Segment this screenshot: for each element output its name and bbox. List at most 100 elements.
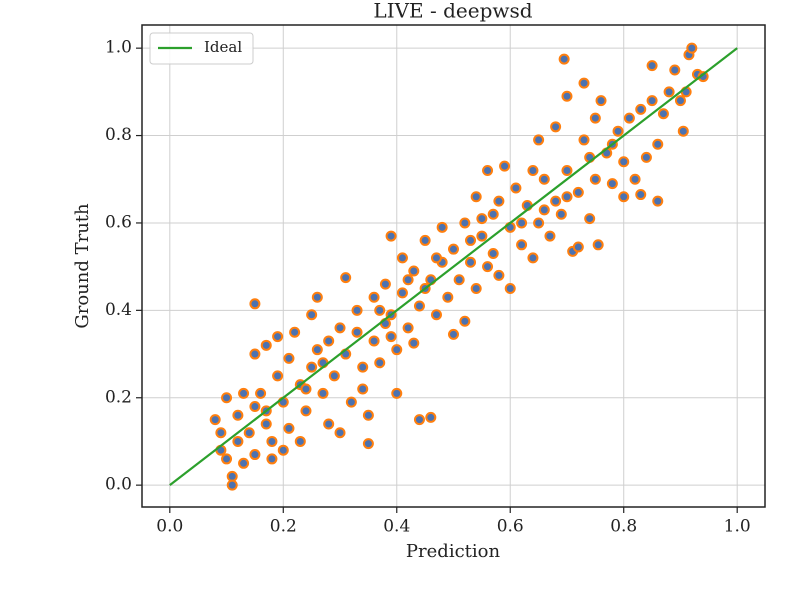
point [374, 304, 386, 316]
point [470, 191, 482, 203]
point [413, 414, 425, 426]
x-tick-label: 0.4 [383, 517, 410, 537]
point [465, 234, 477, 246]
point [487, 208, 499, 220]
point [657, 108, 669, 120]
point [300, 405, 312, 417]
point [669, 64, 681, 76]
point [362, 438, 374, 450]
point [589, 112, 601, 124]
point [677, 125, 689, 137]
point [430, 309, 442, 321]
point [379, 278, 391, 290]
point [266, 453, 278, 465]
y-tick-label: 0.0 [105, 475, 132, 495]
point [385, 230, 397, 242]
point [238, 387, 250, 399]
point [311, 291, 323, 303]
ideal-line [169, 47, 738, 487]
point [561, 90, 573, 102]
point [448, 243, 459, 255]
point [249, 449, 261, 461]
point [260, 339, 272, 351]
point [289, 326, 301, 338]
point [306, 309, 318, 321]
point [561, 191, 573, 203]
point [226, 479, 238, 491]
point [266, 435, 278, 447]
point [209, 414, 221, 426]
point [300, 383, 312, 395]
point [516, 217, 528, 229]
point [550, 195, 562, 207]
point [436, 221, 448, 233]
point [459, 217, 471, 229]
point [606, 178, 618, 190]
point [368, 335, 380, 347]
point [482, 165, 494, 177]
point [221, 392, 233, 404]
point [538, 204, 550, 216]
point [391, 387, 403, 399]
point [527, 165, 539, 177]
point [584, 213, 596, 225]
point [578, 77, 590, 89]
point [459, 315, 471, 327]
point [362, 409, 374, 421]
point [419, 234, 431, 246]
point [328, 370, 340, 382]
point [635, 189, 647, 201]
x-tick-label: 0.2 [270, 517, 297, 537]
point [527, 252, 539, 264]
point [465, 256, 477, 268]
point [493, 269, 505, 281]
point [272, 331, 284, 343]
point [272, 370, 284, 382]
y-tick-label: 0.6 [105, 212, 132, 232]
point [323, 335, 335, 347]
point [249, 400, 261, 412]
point [408, 265, 420, 277]
point [555, 208, 567, 220]
point [306, 361, 318, 373]
point [470, 283, 482, 295]
point [283, 352, 295, 364]
point [243, 427, 255, 439]
point [623, 112, 635, 124]
point [572, 186, 584, 198]
point [294, 435, 306, 447]
point [334, 322, 346, 334]
point [311, 344, 323, 356]
point [544, 230, 556, 242]
point [550, 121, 562, 133]
plot-frame [141, 24, 766, 508]
point [652, 195, 664, 207]
point [592, 239, 604, 251]
point [396, 252, 408, 264]
point [232, 435, 244, 447]
point [402, 274, 414, 286]
point [357, 383, 369, 395]
point [430, 252, 442, 264]
point [561, 165, 573, 177]
point [391, 344, 403, 356]
point [476, 230, 488, 242]
point [283, 422, 295, 434]
point [493, 195, 505, 207]
point [351, 304, 363, 316]
point [516, 239, 528, 251]
point [572, 241, 584, 253]
point [385, 331, 397, 343]
point [425, 411, 437, 423]
point [578, 134, 590, 146]
point [663, 86, 675, 98]
x-tick-label: 0.6 [497, 517, 524, 537]
point [260, 418, 272, 430]
point [504, 283, 516, 295]
point [640, 151, 652, 163]
point [674, 95, 686, 107]
point [487, 248, 499, 260]
point [368, 291, 380, 303]
legend-box [149, 32, 254, 65]
